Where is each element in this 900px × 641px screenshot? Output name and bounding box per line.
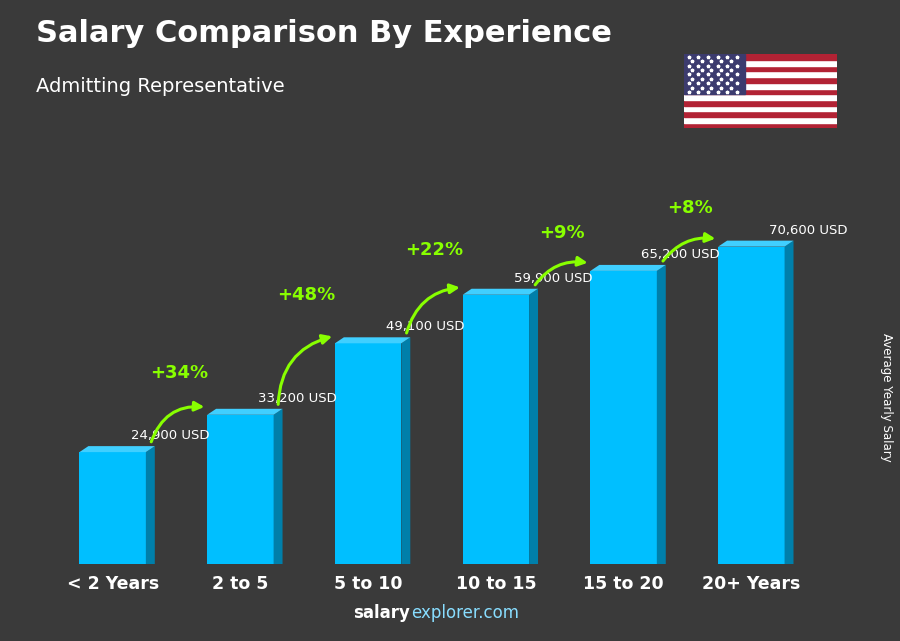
Bar <box>684 66 837 72</box>
Polygon shape <box>146 446 155 564</box>
Bar <box>684 111 837 117</box>
Text: +48%: +48% <box>277 286 336 304</box>
Bar <box>684 54 837 60</box>
Bar <box>684 117 837 122</box>
Polygon shape <box>401 337 410 564</box>
Bar <box>684 122 837 128</box>
Bar <box>684 83 837 88</box>
Bar <box>684 88 837 94</box>
Text: Average Yearly Salary: Average Yearly Salary <box>880 333 893 462</box>
Polygon shape <box>463 288 538 295</box>
Polygon shape <box>529 288 538 564</box>
Text: 49,100 USD: 49,100 USD <box>386 320 464 333</box>
FancyBboxPatch shape <box>335 344 401 564</box>
Polygon shape <box>590 265 666 271</box>
Bar <box>684 106 837 111</box>
Bar <box>684 94 837 100</box>
Text: +8%: +8% <box>667 199 713 217</box>
Text: Salary Comparison By Experience: Salary Comparison By Experience <box>36 19 612 48</box>
Text: 65,200 USD: 65,200 USD <box>642 248 720 261</box>
Text: +9%: +9% <box>539 224 585 242</box>
FancyBboxPatch shape <box>463 295 529 564</box>
Bar <box>684 54 745 94</box>
Bar <box>684 100 837 106</box>
Bar <box>684 77 837 83</box>
Polygon shape <box>718 240 794 247</box>
FancyBboxPatch shape <box>79 452 146 564</box>
Text: 70,600 USD: 70,600 USD <box>770 224 848 237</box>
Polygon shape <box>79 446 155 452</box>
Text: explorer.com: explorer.com <box>411 604 519 622</box>
Text: +34%: +34% <box>149 364 208 382</box>
Bar <box>684 72 837 77</box>
FancyBboxPatch shape <box>718 247 785 564</box>
Bar <box>684 60 837 66</box>
FancyBboxPatch shape <box>207 415 274 564</box>
Text: salary: salary <box>353 604 410 622</box>
Text: Admitting Representative: Admitting Representative <box>36 77 284 96</box>
Polygon shape <box>274 409 283 564</box>
Text: 33,200 USD: 33,200 USD <box>258 392 337 405</box>
Polygon shape <box>335 337 410 344</box>
FancyBboxPatch shape <box>590 271 657 564</box>
Text: +22%: +22% <box>405 241 464 259</box>
Polygon shape <box>207 409 283 415</box>
Polygon shape <box>657 265 666 564</box>
Polygon shape <box>785 240 794 564</box>
Text: 24,900 USD: 24,900 USD <box>130 429 209 442</box>
Text: 59,900 USD: 59,900 USD <box>514 272 592 285</box>
